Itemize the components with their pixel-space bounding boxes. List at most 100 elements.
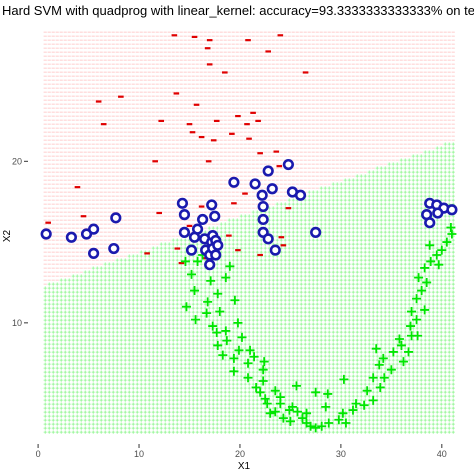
data-points — [40, 34, 458, 433]
data-point-positive — [243, 358, 253, 368]
data-point-positive — [341, 418, 351, 428]
data-point-positive — [417, 286, 427, 296]
support-vector-point — [257, 200, 269, 213]
data-point-positive — [260, 394, 270, 404]
support-vector-point — [88, 223, 100, 235]
data-point-positive — [434, 260, 444, 270]
data-point-positive — [229, 366, 239, 376]
data-point-positive — [398, 357, 408, 367]
support-vector-point — [191, 223, 204, 235]
axes: 0 10 20 30 40 10 20 — [12, 156, 447, 459]
plot-area — [40, 31, 458, 434]
data-point-positive — [339, 374, 349, 384]
series-plus — [180, 223, 457, 433]
data-point-positive — [379, 373, 389, 383]
data-point-positive — [213, 289, 223, 299]
support-vector-point — [209, 210, 221, 222]
data-point-positive — [249, 352, 259, 362]
data-point-positive — [442, 237, 452, 247]
data-point-positive — [262, 399, 272, 409]
data-point-positive — [386, 365, 396, 375]
data-point-positive — [374, 360, 384, 370]
data-point-positive — [359, 400, 369, 410]
x-tick-label: 20 — [235, 449, 245, 459]
data-point-positive — [285, 416, 295, 426]
support-vector-point — [257, 213, 269, 226]
data-point-positive — [221, 326, 231, 336]
data-point-positive — [230, 295, 240, 305]
data-point-positive — [414, 273, 424, 283]
support-vector-point — [424, 217, 436, 229]
x-axis-title: X1 — [238, 461, 251, 472]
data-point-positive — [420, 263, 430, 273]
support-vector-point — [446, 204, 458, 216]
data-point-positive — [218, 350, 228, 360]
data-point-positive — [222, 336, 232, 346]
data-point-positive — [181, 302, 191, 312]
data-point-positive — [278, 413, 288, 423]
data-point-positive — [394, 334, 404, 344]
support-vector-point — [178, 226, 191, 238]
data-point-positive — [321, 402, 331, 412]
data-point-positive — [362, 386, 372, 396]
data-point-positive — [311, 387, 321, 397]
support-vector-point — [269, 244, 281, 256]
data-point-positive — [368, 373, 378, 383]
data-point-positive — [190, 286, 200, 296]
data-point-positive — [311, 423, 321, 433]
data-point-positive — [180, 256, 190, 266]
support-vector-point — [228, 176, 240, 188]
data-point-positive — [406, 321, 416, 331]
data-point-positive — [287, 402, 297, 412]
data-point-positive — [206, 276, 216, 286]
support-vector-point — [40, 228, 52, 240]
support-vector-point — [197, 213, 209, 226]
support-vector-point — [185, 244, 198, 256]
data-point-positive — [378, 353, 388, 363]
support-vector-point — [266, 183, 278, 195]
data-point-positive — [245, 345, 255, 355]
support-vector-point — [212, 239, 224, 251]
data-point-positive — [270, 407, 280, 417]
negative-region — [43, 31, 455, 285]
data-point-positive — [212, 328, 222, 338]
data-point-positive — [348, 405, 358, 415]
support-vector-point — [249, 178, 261, 190]
data-point-positive — [259, 357, 269, 367]
chart-title: Hard SVM with quadprog with linear_kerne… — [2, 3, 474, 18]
data-point-positive — [255, 387, 265, 397]
support-vector-point — [210, 249, 222, 261]
data-point-positive — [338, 408, 348, 418]
data-point-positive — [243, 373, 253, 383]
support-vector-point — [206, 199, 218, 211]
data-point-positive — [234, 345, 244, 355]
data-point-positive — [388, 347, 398, 357]
y-tick-label: 10 — [12, 318, 22, 328]
support-vector-point — [108, 242, 120, 255]
series-ring — [40, 158, 458, 271]
data-point-positive — [258, 365, 268, 375]
data-point-positive — [412, 294, 422, 304]
data-point-positive — [351, 399, 361, 409]
data-point-positive — [265, 408, 275, 418]
data-point-positive — [187, 269, 197, 279]
x-tick-label: 30 — [336, 449, 346, 459]
data-point-positive — [302, 408, 312, 418]
data-point-positive — [412, 315, 422, 325]
data-point-positive — [375, 382, 385, 392]
support-vector-point — [262, 165, 274, 177]
support-vector-point — [204, 259, 216, 271]
data-point-positive — [270, 386, 280, 396]
data-point-positive — [432, 250, 442, 260]
data-point-positive — [396, 340, 406, 350]
data-point-positive — [324, 418, 334, 428]
data-point-positive — [258, 376, 268, 386]
data-point-positive — [251, 382, 261, 392]
data-point-positive — [334, 415, 344, 425]
data-point-positive — [437, 245, 447, 255]
data-point-positive — [191, 315, 201, 325]
data-point-positive — [208, 321, 218, 331]
data-point-positive — [422, 277, 432, 287]
data-point-positive — [420, 305, 430, 315]
data-point-positive — [215, 307, 225, 317]
